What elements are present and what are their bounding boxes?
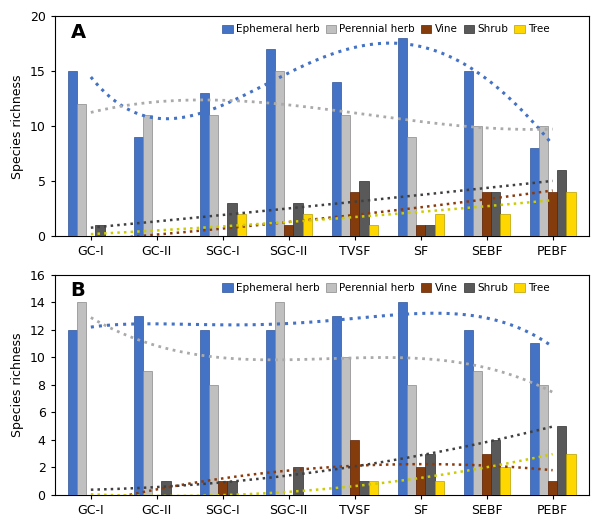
Bar: [68, 329, 77, 495]
Legend: Ephemeral herb, Perennial herb, Vine, Shrub, Tree: Ephemeral herb, Perennial herb, Vine, Sh…: [219, 280, 553, 296]
Bar: [473, 126, 482, 237]
Bar: [566, 192, 575, 237]
Bar: [77, 302, 86, 495]
Y-axis label: Species richness: Species richness: [11, 74, 24, 178]
Bar: [491, 440, 500, 495]
Text: A: A: [71, 23, 86, 42]
Bar: [134, 316, 143, 495]
Bar: [398, 38, 407, 237]
Bar: [407, 385, 416, 495]
Bar: [398, 302, 407, 495]
Bar: [557, 171, 566, 237]
Bar: [332, 316, 341, 495]
Bar: [200, 329, 209, 495]
Bar: [416, 225, 425, 237]
Bar: [332, 82, 341, 237]
Bar: [143, 371, 152, 495]
Bar: [266, 49, 275, 237]
Bar: [548, 481, 557, 495]
Bar: [227, 481, 236, 495]
Bar: [425, 225, 434, 237]
Bar: [473, 371, 482, 495]
Y-axis label: Species richness: Species richness: [11, 333, 24, 437]
Bar: [482, 192, 491, 237]
Bar: [557, 426, 566, 495]
Bar: [284, 225, 293, 237]
Bar: [425, 454, 434, 495]
Bar: [500, 214, 510, 237]
Bar: [530, 148, 539, 237]
Bar: [77, 104, 86, 237]
Bar: [368, 225, 378, 237]
Bar: [266, 329, 275, 495]
Bar: [341, 357, 350, 495]
Bar: [68, 71, 77, 237]
Bar: [434, 214, 444, 237]
Bar: [293, 203, 302, 237]
Bar: [200, 93, 209, 237]
Bar: [368, 481, 378, 495]
Bar: [464, 71, 473, 237]
Bar: [341, 115, 350, 237]
Bar: [548, 192, 557, 237]
Bar: [209, 385, 218, 495]
Bar: [539, 385, 548, 495]
Text: B: B: [71, 281, 85, 300]
Bar: [275, 302, 284, 495]
Bar: [407, 137, 416, 237]
Bar: [293, 467, 302, 495]
Bar: [530, 343, 539, 495]
Bar: [275, 71, 284, 237]
Bar: [359, 181, 368, 237]
Bar: [416, 467, 425, 495]
Bar: [350, 192, 359, 237]
Bar: [143, 115, 152, 237]
Bar: [359, 481, 368, 495]
Bar: [134, 137, 143, 237]
Bar: [236, 214, 246, 237]
Bar: [434, 481, 444, 495]
Bar: [464, 329, 473, 495]
Bar: [218, 481, 227, 495]
Bar: [302, 214, 312, 237]
Bar: [491, 192, 500, 237]
Bar: [566, 454, 575, 495]
Bar: [539, 126, 548, 237]
Bar: [161, 481, 170, 495]
Bar: [482, 454, 491, 495]
Bar: [209, 115, 218, 237]
Bar: [95, 225, 105, 237]
Legend: Ephemeral herb, Perennial herb, Vine, Shrub, Tree: Ephemeral herb, Perennial herb, Vine, Sh…: [219, 21, 553, 37]
Bar: [227, 203, 236, 237]
Bar: [350, 440, 359, 495]
Bar: [500, 467, 510, 495]
